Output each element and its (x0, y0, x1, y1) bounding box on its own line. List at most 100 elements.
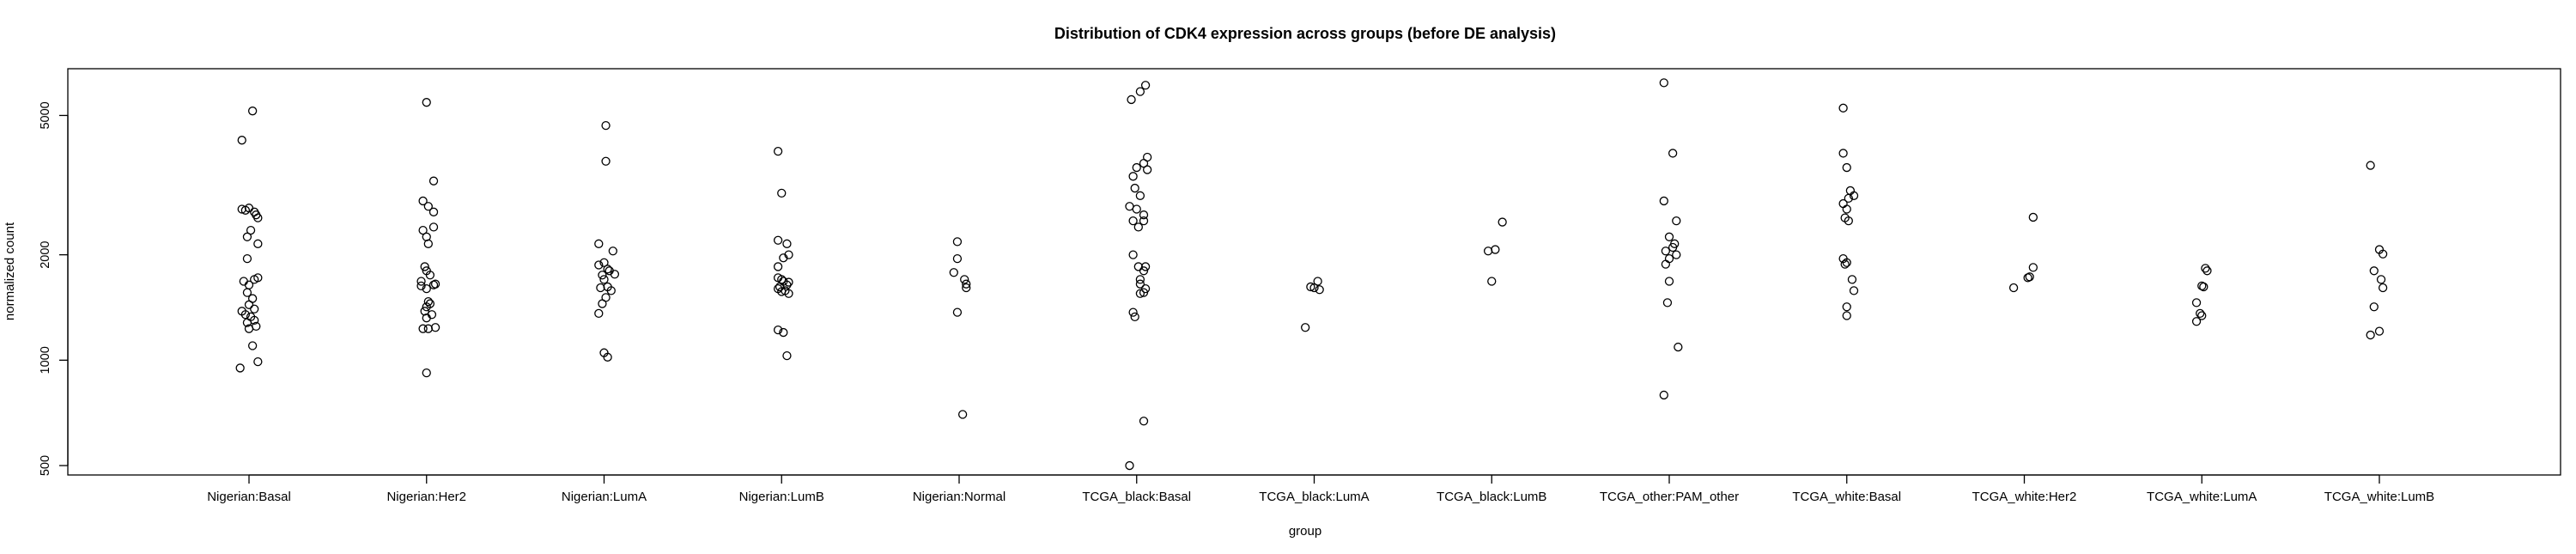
data-point (1672, 216, 1681, 226)
data-point (1668, 149, 1678, 158)
data-point (425, 271, 435, 280)
data-point (598, 299, 607, 308)
data-point (779, 253, 788, 263)
data-point (247, 341, 258, 350)
data-point (782, 350, 792, 361)
data-point (2197, 281, 2207, 291)
data-point (601, 156, 611, 166)
data-point (416, 281, 426, 291)
x-axis-label: group (1289, 524, 1321, 539)
y-axis: 500 1000 2000 5000 (39, 101, 69, 476)
data-point (2378, 249, 2388, 259)
data-point (423, 239, 433, 248)
data-point (1659, 78, 1668, 88)
data-point (1139, 266, 1149, 276)
data-point (244, 280, 254, 289)
data-point (594, 308, 604, 319)
data-point (2191, 317, 2202, 326)
data-point (784, 250, 793, 259)
data-point (1128, 307, 1138, 317)
x-tick-label: TCGA_other:PAM_other (1600, 490, 1739, 504)
data-point (237, 136, 246, 145)
x-tick-label: Nigerian:Her2 (386, 490, 466, 504)
data-point (240, 205, 251, 215)
data-point (952, 307, 963, 317)
data-point (599, 258, 609, 267)
data-point (2201, 264, 2210, 273)
data-point (594, 260, 604, 270)
data-point (773, 147, 783, 156)
data-point (1659, 390, 1668, 400)
data-point (952, 237, 963, 247)
data-point (784, 289, 793, 298)
data-point (430, 323, 440, 332)
data-point (1483, 247, 1493, 256)
data-point (1139, 210, 1149, 220)
data-point (1306, 282, 1315, 292)
data-point (1139, 216, 1149, 226)
data-point (1838, 198, 1848, 209)
data-point (2378, 283, 2388, 293)
data-point (1849, 286, 1859, 295)
data-point (418, 324, 428, 333)
data-point (2374, 326, 2385, 336)
data-point (242, 253, 252, 264)
data-point (1661, 259, 1671, 269)
data-point (2191, 298, 2202, 307)
data-point (423, 202, 433, 211)
data-point (1128, 250, 1138, 259)
data-point (773, 235, 783, 245)
data-point (1309, 283, 1319, 293)
data-point (603, 265, 612, 274)
data-point (2369, 266, 2379, 276)
data-point (594, 239, 604, 248)
data-point (428, 207, 439, 216)
x-tick-label: TCGA_white:LumA (2147, 490, 2257, 504)
data-point (775, 282, 785, 292)
data-point (610, 270, 620, 279)
data-point (1135, 191, 1145, 200)
data-point (244, 324, 254, 333)
data-point (242, 318, 252, 327)
data-point (1140, 81, 1151, 90)
data-point (1135, 87, 1145, 96)
data-point (1143, 165, 1152, 174)
data-point (1672, 250, 1681, 259)
x-tick-label: TCGA_black:LumB (1437, 490, 1546, 504)
data-point (2197, 311, 2207, 320)
data-point (2008, 283, 2019, 293)
data-point (423, 296, 433, 307)
x-tick-label: TCGA_black:LumA (1259, 490, 1369, 504)
data-point (784, 277, 793, 287)
data-point (1668, 242, 1678, 253)
y-tick-label: 2000 (39, 241, 52, 269)
data-point (1128, 172, 1138, 181)
data-point (428, 222, 439, 232)
data-point (1487, 277, 1497, 286)
data-point (1301, 323, 1310, 332)
data-point (420, 307, 429, 316)
data-point (606, 286, 616, 295)
data-point (246, 225, 256, 235)
data-point (1130, 183, 1139, 193)
data-point (1315, 285, 1324, 295)
x-tick-label: Nigerian:LumB (739, 490, 824, 504)
data-point (247, 107, 258, 116)
data-point (1842, 258, 1851, 267)
data-point (1498, 217, 1507, 227)
y-tick-label: 5000 (39, 101, 52, 129)
data-point (949, 268, 958, 277)
data-point (428, 280, 439, 289)
data-point (422, 283, 431, 294)
data-point (422, 98, 431, 107)
data-point (1674, 342, 1683, 352)
data-point (2376, 275, 2386, 284)
data-point (2366, 330, 2375, 340)
chart-title: Distribution of CDK4 expression across g… (1054, 25, 1556, 42)
data-point (430, 279, 440, 289)
data-point (1838, 149, 1848, 158)
data-point (416, 277, 426, 286)
data-point (779, 327, 788, 338)
data-point (603, 352, 612, 362)
